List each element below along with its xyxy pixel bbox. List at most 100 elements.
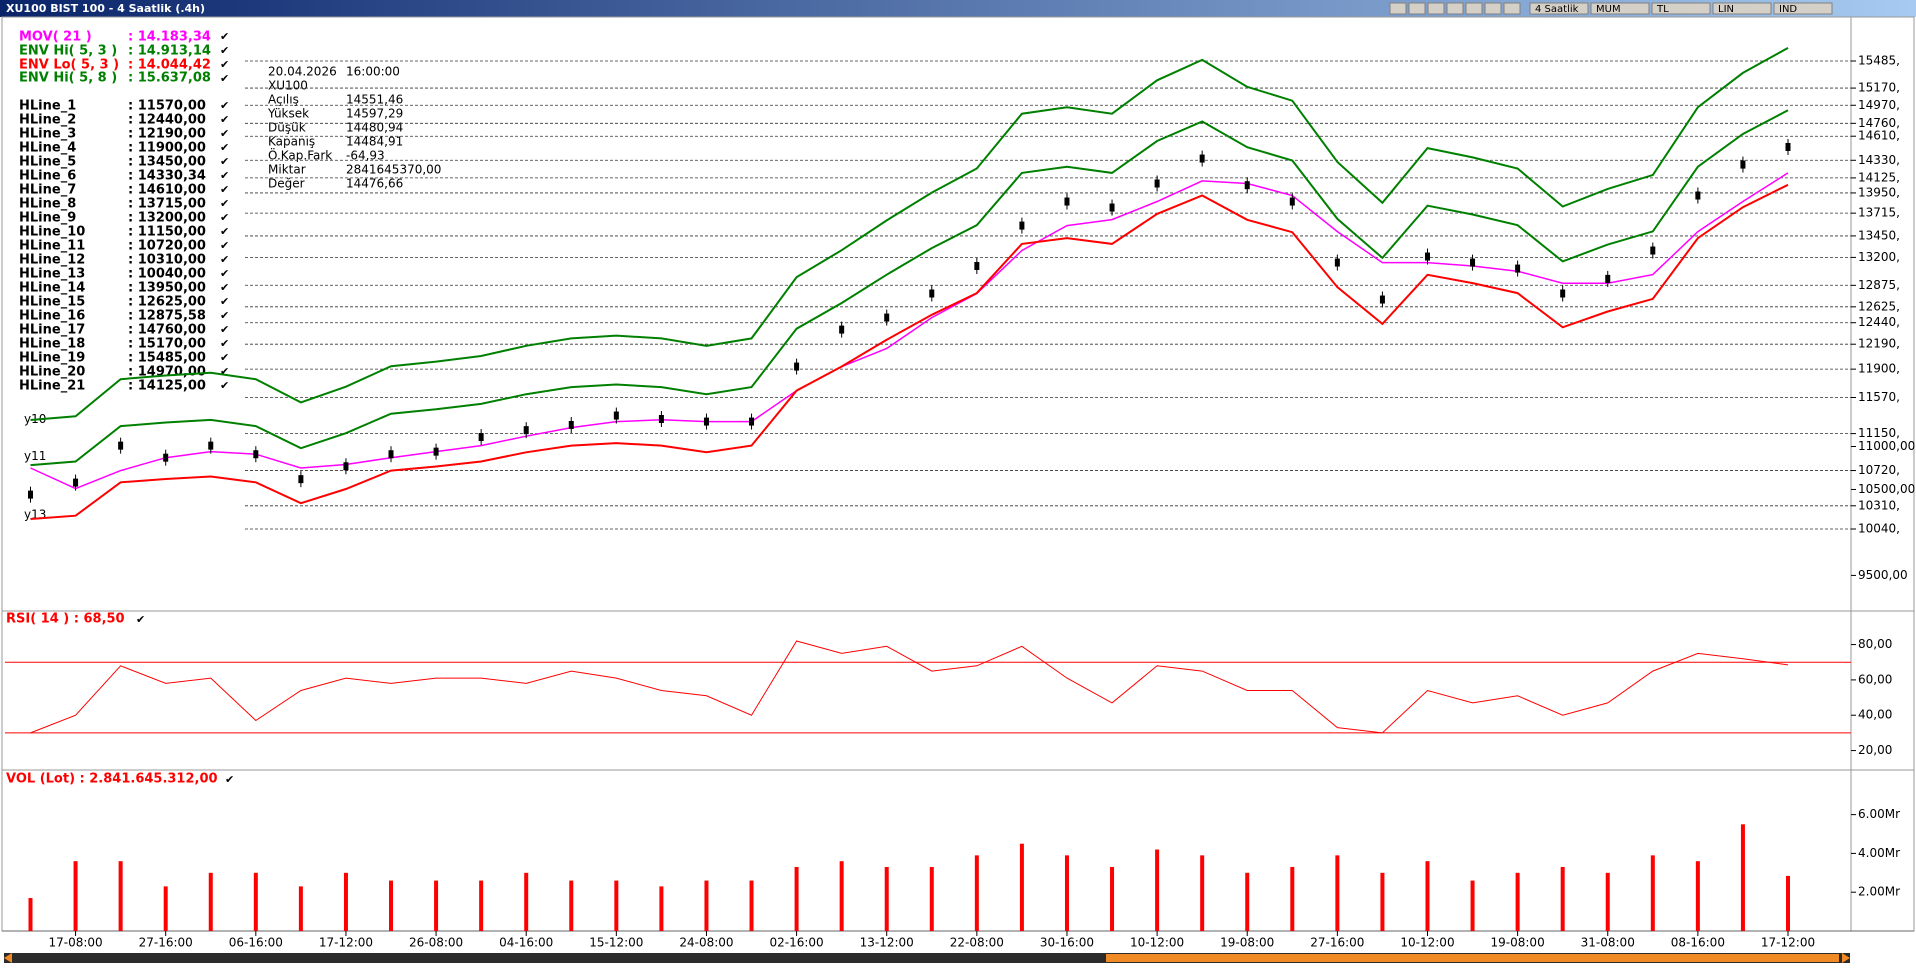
toolbar-icon[interactable] — [1484, 2, 1502, 15]
toolbar-icon[interactable] — [1465, 2, 1483, 15]
check-icon[interactable]: ✔ — [220, 253, 229, 266]
info-label: Değer — [268, 177, 305, 191]
toolbar-button[interactable] — [1773, 2, 1833, 15]
info-box: 20.04.2026 16:00:00 XU100 — [268, 65, 400, 93]
check-icon[interactable]: ✔ — [220, 337, 229, 350]
toolbar-icon[interactable] — [1389, 2, 1407, 15]
y-tick-label: 40,00 — [1858, 708, 1892, 722]
volume-bar — [1019, 843, 1024, 931]
hline-name: HLine_15 — [19, 295, 85, 310]
volume-bar — [1605, 872, 1610, 931]
hline-name: HLine_4 — [19, 141, 76, 156]
y-tick-label: 12875, — [1858, 278, 1900, 292]
toolbar-button[interactable] — [1529, 2, 1589, 15]
toolbar-button[interactable] — [1712, 2, 1772, 15]
volume-bar — [208, 872, 213, 931]
hline-value: : 14610,00 — [128, 183, 206, 198]
hline-name: HLine_20 — [19, 365, 85, 380]
check-icon[interactable]: ✔ — [220, 267, 229, 280]
toolbar-icon[interactable] — [1446, 2, 1464, 15]
volume-bar — [1245, 872, 1250, 931]
candle — [613, 411, 619, 420]
check-icon[interactable]: ✔ — [220, 351, 229, 364]
info-value: -64,93 — [346, 149, 385, 163]
x-tick-label: 15-12:00 — [589, 936, 643, 950]
hline-name: HLine_10 — [19, 225, 85, 240]
candle — [1695, 191, 1701, 200]
scroll-left[interactable] — [4, 953, 12, 963]
candle — [433, 447, 439, 456]
x-tick-label: 19-08:00 — [1491, 936, 1545, 950]
info-label: Yüksek — [267, 107, 309, 121]
check-icon[interactable]: ✔ — [220, 127, 229, 140]
candle — [1424, 252, 1430, 261]
info-label: Miktar — [268, 163, 306, 177]
check-icon[interactable]: ✔ — [220, 281, 229, 294]
rsi-line — [30, 640, 1789, 734]
x-tick-label: 19-08:00 — [1220, 936, 1274, 950]
check-icon[interactable]: ✔ — [136, 613, 145, 626]
check-icon[interactable]: ✔ — [220, 30, 229, 43]
scroll-right[interactable] — [1842, 953, 1850, 963]
check-icon[interactable]: ✔ — [220, 44, 229, 57]
check-icon[interactable]: ✔ — [220, 141, 229, 154]
candle — [1785, 142, 1791, 151]
legend-value: : 14.183,34 — [128, 30, 211, 45]
y-tick-label: 2.00Mr — [1858, 885, 1900, 899]
hline-name: HLine_13 — [19, 267, 85, 282]
check-icon[interactable]: ✔ — [220, 309, 229, 322]
price-panel — [1, 16, 1915, 612]
check-icon[interactable]: ✔ — [220, 72, 229, 85]
check-icon[interactable]: ✔ — [220, 379, 229, 392]
check-icon[interactable]: ✔ — [220, 211, 229, 224]
scrollbar-thumb[interactable] — [1106, 954, 1839, 962]
rsi-panel — [1, 610, 1915, 771]
check-icon[interactable]: ✔ — [220, 58, 229, 71]
volume-bar — [1470, 880, 1475, 931]
info-value: 14476,66 — [346, 177, 403, 191]
scrollbar[interactable] — [4, 953, 1850, 963]
hline-name: HLine_6 — [19, 169, 76, 184]
y-tick-label: 6.00Mr — [1858, 807, 1900, 821]
x-tick-label: 02-16:00 — [769, 936, 823, 950]
check-icon[interactable]: ✔ — [220, 365, 229, 378]
check-icon[interactable]: ✔ — [220, 323, 229, 336]
x-tick-label: 24-08:00 — [679, 936, 733, 950]
toolbar-icon[interactable] — [1503, 2, 1521, 15]
toolbar-button[interactable] — [1590, 2, 1650, 15]
y-tick-label: 10310, — [1858, 498, 1900, 512]
y-tick-label: 15170, — [1858, 81, 1900, 95]
y-tick-label: 14330, — [1858, 153, 1900, 167]
y-tick-label: 14610, — [1858, 129, 1900, 143]
toolbar-label: LIN — [1718, 4, 1734, 15]
check-icon[interactable]: ✔ — [220, 239, 229, 252]
hline-value: : 10720,00 — [128, 239, 206, 254]
check-icon[interactable]: ✔ — [220, 155, 229, 168]
check-icon[interactable]: ✔ — [220, 99, 229, 112]
check-icon[interactable]: ✔ — [220, 169, 229, 182]
check-icon[interactable]: ✔ — [220, 183, 229, 196]
candle — [1064, 197, 1070, 206]
legend-value: : 14.044,42 — [128, 58, 211, 73]
toolbar-button[interactable] — [1651, 2, 1711, 15]
volume-bar — [659, 886, 664, 931]
info-value: 2841645370,00 — [346, 163, 441, 177]
toolbar-icon[interactable] — [1427, 2, 1445, 15]
candle — [568, 421, 574, 430]
hline-value: : 10040,00 — [128, 267, 206, 282]
check-icon[interactable]: ✔ — [220, 113, 229, 126]
check-icon[interactable]: ✔ — [220, 197, 229, 210]
toolbar-icon[interactable] — [1408, 2, 1426, 15]
check-icon[interactable]: ✔ — [220, 295, 229, 308]
hline-value: : 12875,58 — [128, 309, 206, 324]
check-icon[interactable]: ✔ — [220, 225, 229, 238]
volume-bar — [298, 886, 303, 931]
info-value: 14484,91 — [346, 135, 403, 149]
hline-value: : 13950,00 — [128, 281, 206, 296]
x-tick-label: 17-12:00 — [319, 936, 373, 950]
volume-bar — [1560, 866, 1565, 931]
candle — [1740, 160, 1746, 169]
check-icon[interactable]: ✔ — [225, 773, 234, 786]
y-tick-label: 9500,00 — [1858, 568, 1908, 582]
